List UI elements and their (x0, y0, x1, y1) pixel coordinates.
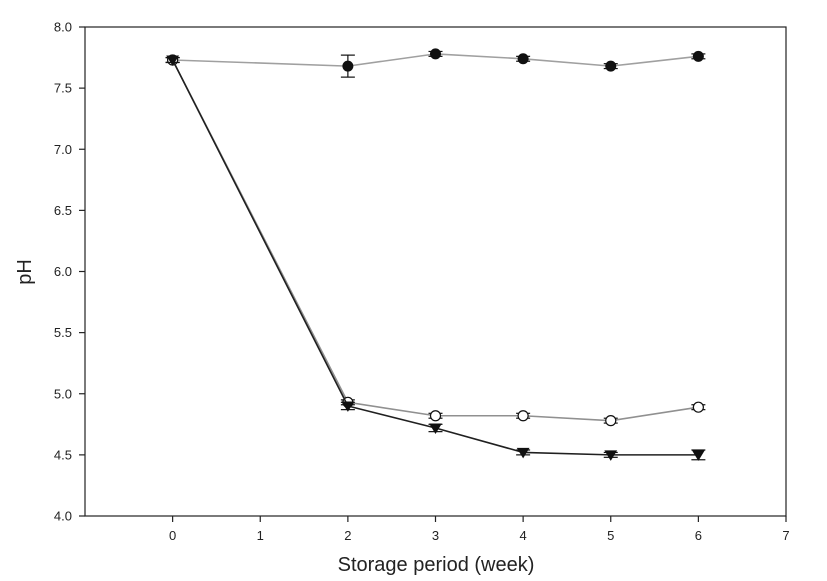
data-point (166, 55, 180, 66)
data-point (604, 450, 618, 461)
y-tick-label: 6.0 (54, 264, 72, 279)
y-axis-title: pH (14, 259, 36, 285)
y-tick-label: 8.0 (54, 20, 72, 35)
data-point (429, 423, 442, 434)
series-line (171, 59, 699, 456)
x-tick-label: 2 (344, 528, 351, 543)
series-2 (165, 54, 706, 427)
data-point (517, 53, 529, 65)
series-3 (165, 55, 706, 461)
series-layer (165, 48, 706, 461)
data-point (691, 450, 705, 461)
x-axis: 0 1 2 3 4 5 6 7 (169, 516, 790, 543)
data-point (341, 401, 355, 412)
x-tick-label: 7 (782, 528, 789, 543)
data-point (429, 410, 442, 422)
data-point (342, 60, 354, 72)
y-tick-label: 4.0 (54, 509, 72, 524)
y-tick-label: 7.0 (54, 142, 72, 157)
y-tick-label: 7.5 (54, 81, 72, 96)
x-tick-label: 3 (432, 528, 439, 543)
data-point (605, 60, 617, 72)
data-point (692, 50, 704, 62)
series-1 (165, 48, 706, 78)
x-axis-title: Storage period (week) (338, 554, 535, 576)
data-point (517, 410, 529, 422)
plot-frame (84, 26, 787, 517)
y-tick-label: 4.5 (54, 447, 72, 462)
data-point (430, 48, 441, 60)
y-tick-label: 6.5 (54, 203, 72, 218)
data-point (605, 415, 617, 427)
x-tick-label: 0 (169, 528, 176, 543)
x-tick-label: 6 (695, 528, 702, 543)
data-point (692, 401, 704, 413)
x-tick-label: 4 (520, 528, 527, 543)
series-line (172, 53, 699, 67)
y-tick-label: 5.0 (54, 386, 72, 401)
x-tick-label: 5 (607, 528, 614, 543)
data-point (516, 447, 530, 459)
y-axis: 4.0 4.5 5.0 5.5 6.0 6.5 7.0 7.5 8.0 (54, 20, 85, 524)
y-tick-label: 5.5 (54, 325, 72, 340)
plot-border (84, 26, 787, 517)
series-line (171, 59, 699, 422)
x-tick-label: 1 (257, 528, 264, 543)
